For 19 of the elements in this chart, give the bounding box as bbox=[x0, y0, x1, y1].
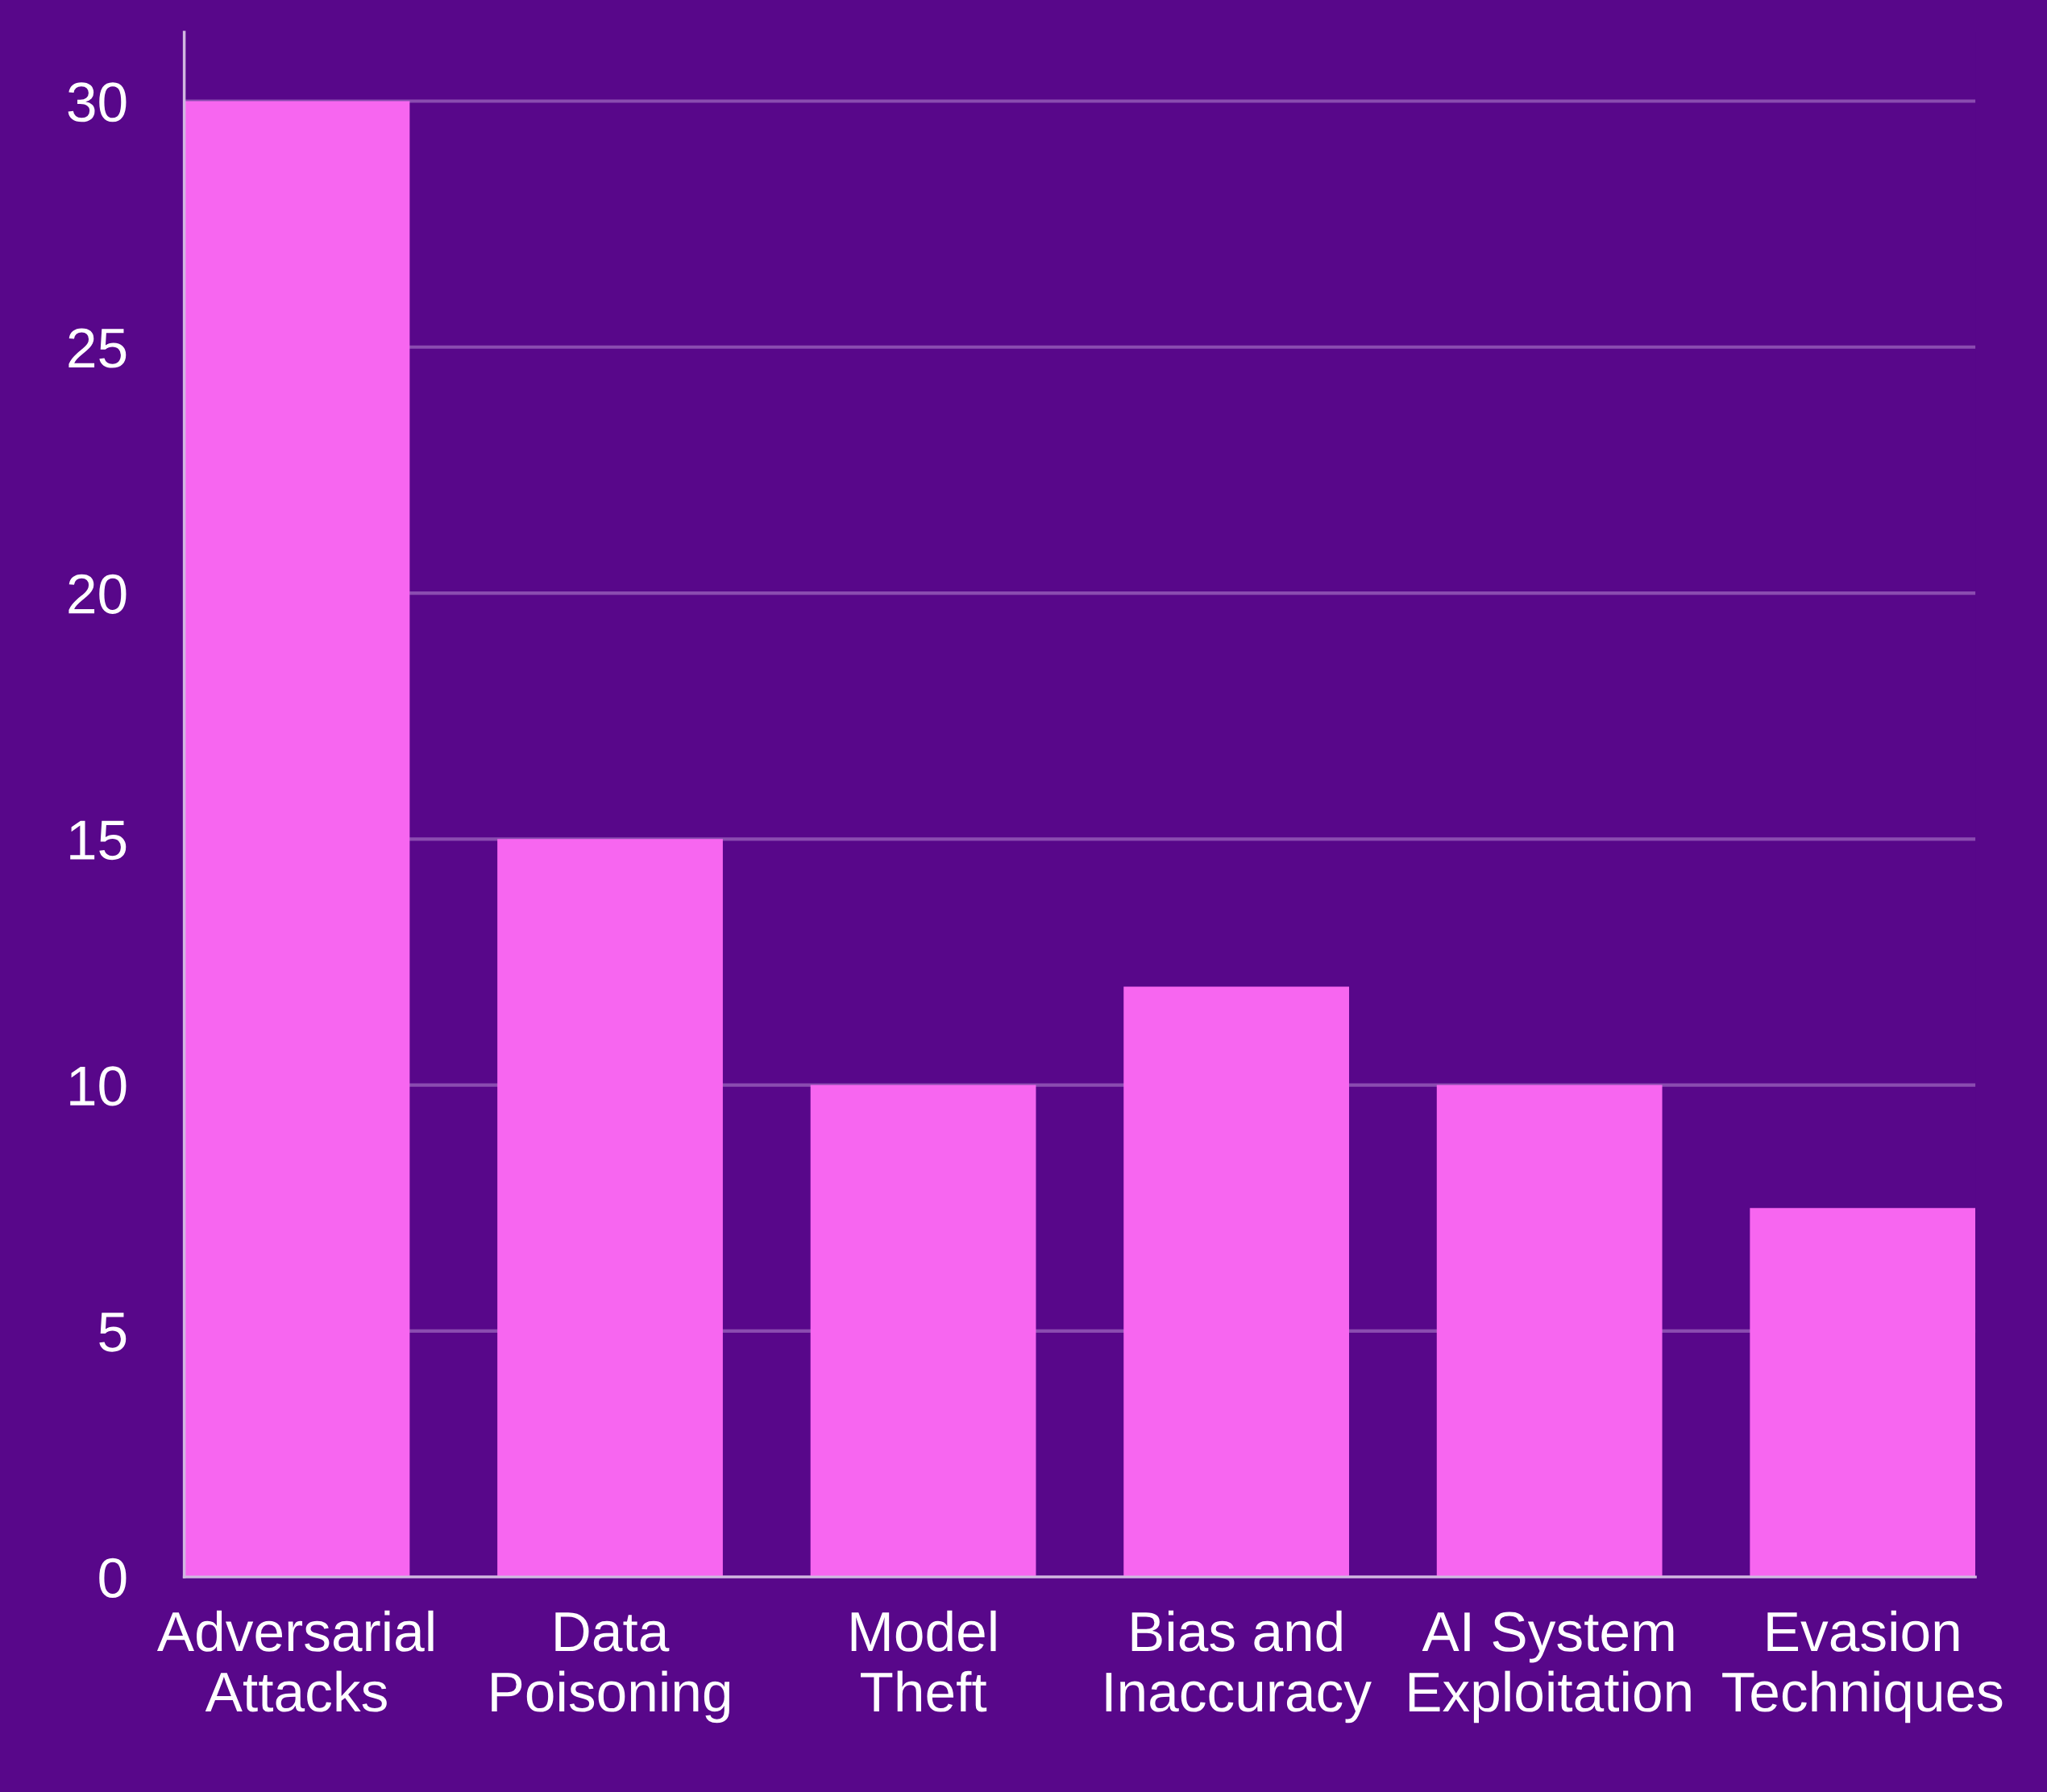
y-tick-label: 15 bbox=[70, 820, 127, 861]
x-tick-label: Data Poisoning bbox=[492, 1612, 730, 1724]
y-tick-label: 5 bbox=[99, 1313, 127, 1352]
y-tick-label: 20 bbox=[69, 574, 127, 614]
x-tick-label: Model Theft bbox=[851, 1610, 996, 1712]
x-tick-label: Adversarial Attacks bbox=[156, 1610, 434, 1712]
bar bbox=[810, 1085, 1036, 1578]
x-tick-label: Bias and Inaccuracy bbox=[1106, 1610, 1372, 1724]
bar bbox=[184, 101, 410, 1578]
bar bbox=[1436, 1085, 1663, 1578]
x-tick-label: AI System Exploitation bbox=[1409, 1612, 1691, 1724]
bar bbox=[1123, 986, 1349, 1578]
x-tick-label: Evasion Techniques bbox=[1722, 1610, 2003, 1724]
bar bbox=[1750, 1208, 1976, 1578]
bar bbox=[497, 839, 723, 1578]
y-tick-label: 30 bbox=[68, 82, 127, 122]
y-tick-label: 10 bbox=[70, 1066, 127, 1106]
y-tick-label: 0 bbox=[99, 1558, 127, 1598]
y-tick-label: 25 bbox=[69, 328, 127, 368]
